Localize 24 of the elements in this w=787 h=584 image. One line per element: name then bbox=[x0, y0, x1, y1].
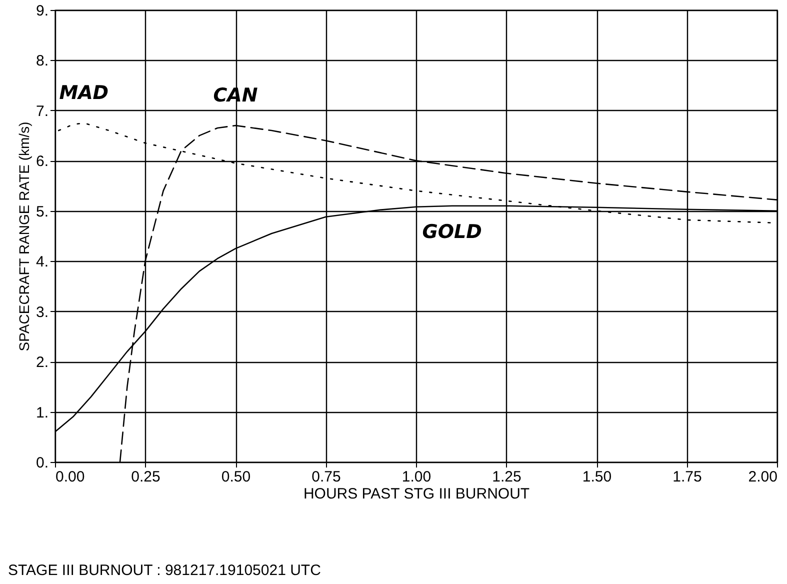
y-tick-label: 7. bbox=[36, 102, 48, 120]
y-axis-title: SPACECRAFT RANGE RATE (km/s) bbox=[16, 122, 32, 352]
x-tick-label: 1.50 bbox=[582, 468, 612, 486]
x-tick-label: 1.00 bbox=[402, 468, 432, 486]
y-tick-label: 3. bbox=[36, 304, 48, 321]
y-tick-label: 6. bbox=[36, 153, 48, 170]
x-axis-title: HOURS PAST STG III BURNOUT bbox=[303, 486, 530, 502]
y-tick-label: 2. bbox=[36, 354, 48, 372]
y-tick-label: 4. bbox=[36, 254, 48, 271]
y-tick-label: 8. bbox=[36, 52, 48, 70]
series-label: MAD bbox=[59, 82, 109, 104]
x-tick-label: 0.00 bbox=[56, 468, 85, 486]
text: STAGE III BURNOUT : 981217.19105021 UTC bbox=[8, 562, 321, 579]
x-tick-label: 0.25 bbox=[131, 468, 160, 486]
x-tick-label: 0.50 bbox=[221, 468, 251, 486]
y-tick-label: 9. bbox=[36, 2, 48, 20]
x-tick-label: 2.00 bbox=[748, 468, 778, 486]
x-tick-label: 1.75 bbox=[672, 468, 702, 486]
y-tick-label: 1. bbox=[36, 404, 48, 422]
x-tick-label: 0.75 bbox=[312, 468, 341, 486]
y-tick-label: 5. bbox=[36, 203, 48, 220]
y-tick-label: 0. bbox=[36, 454, 48, 472]
x-tick-label: 1.25 bbox=[492, 468, 522, 486]
series-label: GOLD bbox=[422, 220, 482, 243]
